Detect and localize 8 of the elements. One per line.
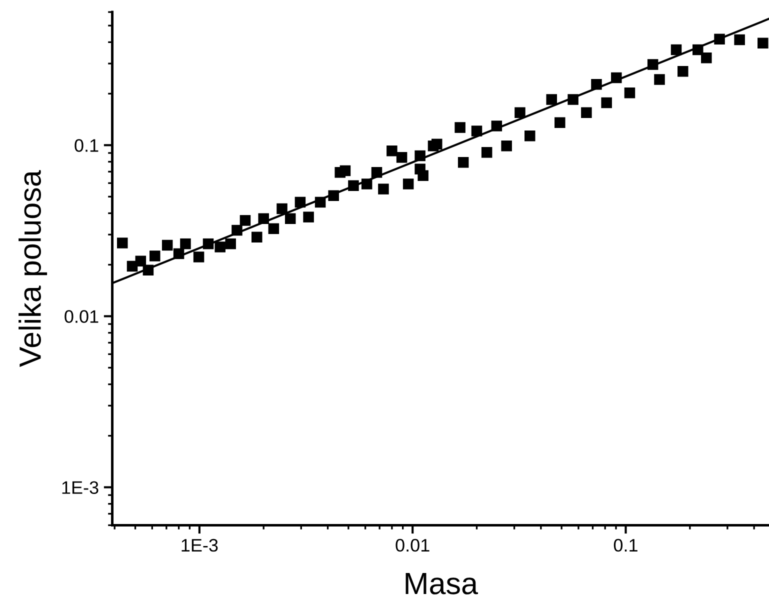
- x-tick-label: 0.01: [396, 538, 430, 552]
- x-tick-label: 1E-3: [182, 538, 218, 552]
- x-tick-label: 0.1: [614, 538, 638, 552]
- y-axis-title: Velika poluosa: [18, 170, 48, 368]
- y-tick-label: 0.01: [64, 310, 98, 323]
- y-tick-label: 0.1: [74, 139, 98, 152]
- x-axis-title: Masa: [406, 573, 478, 594]
- y-tick-label: 1E-3: [62, 481, 98, 494]
